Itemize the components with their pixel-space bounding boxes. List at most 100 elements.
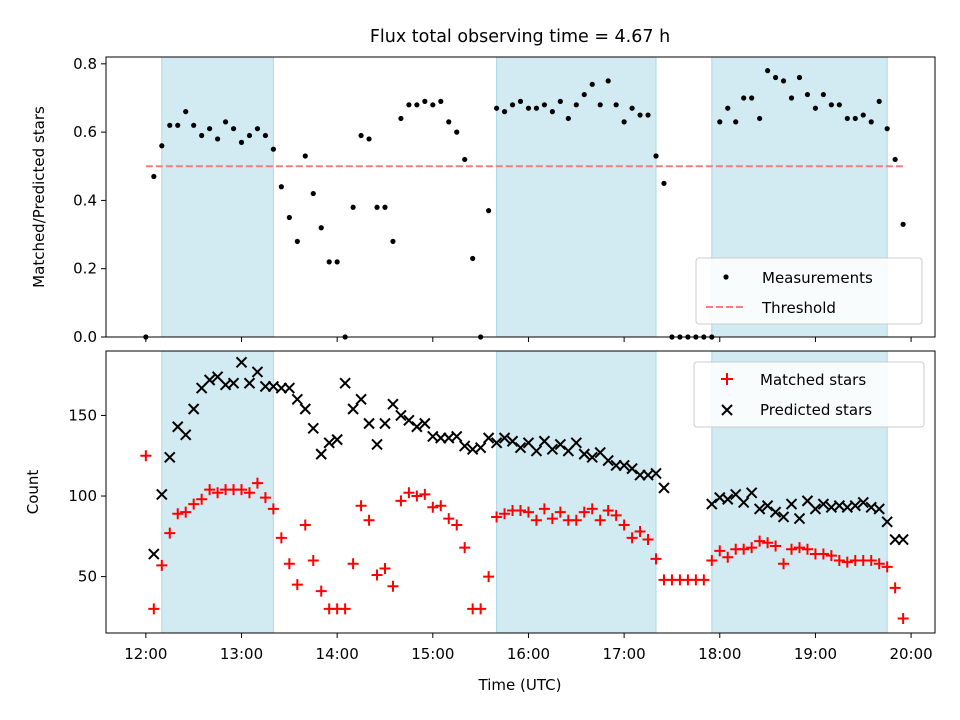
top-y-tick-label: 0.4	[73, 191, 97, 209]
predicted-star-point	[323, 437, 335, 449]
measurement-point	[501, 109, 508, 115]
predicted-star-point	[451, 430, 463, 443]
predicted-star-point	[180, 429, 192, 441]
predicted-star-point	[857, 496, 869, 509]
predicted-star-point	[498, 432, 511, 444]
measurement-point	[573, 102, 579, 108]
predicted-star-point	[227, 377, 240, 389]
measurement-point	[470, 255, 476, 262]
predicted-star-point	[793, 512, 806, 525]
bottom-x-tick-label: 14:00	[316, 645, 359, 663]
measurement-point	[629, 105, 635, 111]
matched-star-point	[778, 558, 790, 570]
predicted-star-point	[881, 516, 893, 528]
matched-star-point	[291, 579, 303, 591]
measurement-point	[757, 115, 763, 122]
matched-star-point	[722, 551, 734, 563]
matched-star-point	[491, 511, 503, 523]
predicted-star-point	[379, 417, 391, 430]
measurement-point	[262, 132, 269, 139]
matched-star-point	[817, 548, 829, 560]
predicted-star-point	[873, 503, 885, 515]
measurement-point	[533, 105, 540, 111]
measurement-point	[462, 156, 468, 163]
measurement-points	[143, 68, 906, 340]
measurement-point	[541, 102, 548, 108]
predicted-star-point	[737, 496, 750, 509]
matched-star-point	[475, 603, 487, 615]
bottom-x-tick-label: 16:00	[507, 645, 550, 663]
predicted-star-point	[650, 467, 662, 480]
matched-star-point	[825, 550, 837, 562]
matched-star-point	[538, 503, 550, 515]
matched-star-point	[259, 492, 271, 504]
measurement-point	[581, 91, 587, 98]
predicted-star-point	[817, 498, 830, 510]
matched-star-point	[196, 493, 208, 505]
measurement-point	[398, 115, 404, 122]
predicted-star-point	[554, 438, 567, 451]
matched-star-point	[212, 487, 224, 499]
matched-star-point	[889, 582, 901, 594]
measurement-point	[302, 153, 308, 159]
matched-star-point	[833, 554, 845, 566]
matched-star-point	[347, 558, 359, 570]
matched-star-point	[618, 519, 630, 531]
predicted-star-point	[514, 441, 527, 454]
matched-star-point	[180, 506, 192, 518]
matched-star-point	[754, 535, 766, 547]
observing-window-band	[496, 350, 657, 634]
legend-predicted-label: Predicted stars	[760, 401, 872, 419]
matched-star-point	[164, 527, 176, 539]
bottom-legend-box	[693, 361, 925, 428]
predicted-star-point	[164, 451, 176, 464]
matched-star-point	[387, 580, 399, 592]
top-y-axis-label: Matched/Predicted stars	[30, 106, 48, 288]
bottom-x-tick-label: 13:00	[220, 645, 263, 663]
matched-star-point	[140, 450, 152, 462]
predicted-star-point	[243, 377, 256, 389]
predicted-star-point	[458, 440, 471, 452]
measurement-point	[812, 105, 819, 111]
bottom-legend: Matched stars Predicted stars	[693, 361, 925, 428]
predicted-star-point	[251, 366, 264, 378]
measurement-point	[820, 91, 827, 98]
predicted-star-point	[395, 409, 407, 422]
measurement-point	[613, 102, 619, 108]
measurement-point	[772, 74, 779, 81]
predicted-star-point	[291, 393, 304, 406]
matched-star-point	[586, 503, 598, 515]
measurement-point	[828, 102, 834, 108]
measurement-point	[741, 95, 747, 101]
predicted-star-point	[769, 506, 782, 518]
measurement-point	[175, 122, 181, 128]
matched-star-point	[865, 554, 877, 566]
measurement-point	[390, 238, 396, 244]
top-y-tick-label: 0.2	[73, 260, 97, 278]
measurement-point	[374, 204, 380, 210]
matched-star-point	[307, 554, 319, 566]
matched-star-point	[236, 484, 248, 496]
predicted-star-point	[283, 382, 296, 394]
matched-star-point	[626, 532, 638, 544]
observing-window-band	[161, 56, 274, 338]
measurement-point	[637, 112, 643, 118]
measurement-point	[493, 105, 500, 111]
measurement-point	[454, 129, 460, 135]
matched-star-point	[188, 498, 200, 510]
predicted-star-point	[307, 422, 319, 435]
measurement-point	[199, 132, 205, 139]
matched-star-point	[243, 487, 255, 499]
predicted-star-point	[387, 398, 399, 410]
measurement-point	[868, 119, 874, 125]
matched-star-point	[602, 505, 614, 517]
matched-star-point	[443, 513, 455, 525]
matched-star-point	[156, 559, 168, 571]
matched-star-point	[451, 519, 463, 531]
measurement-point	[294, 238, 300, 244]
measurement-point	[900, 221, 906, 227]
matched-star-point	[522, 506, 534, 518]
matched-star-point	[793, 542, 805, 554]
matched-star-point	[275, 532, 287, 544]
predicted-star-point	[777, 511, 790, 523]
